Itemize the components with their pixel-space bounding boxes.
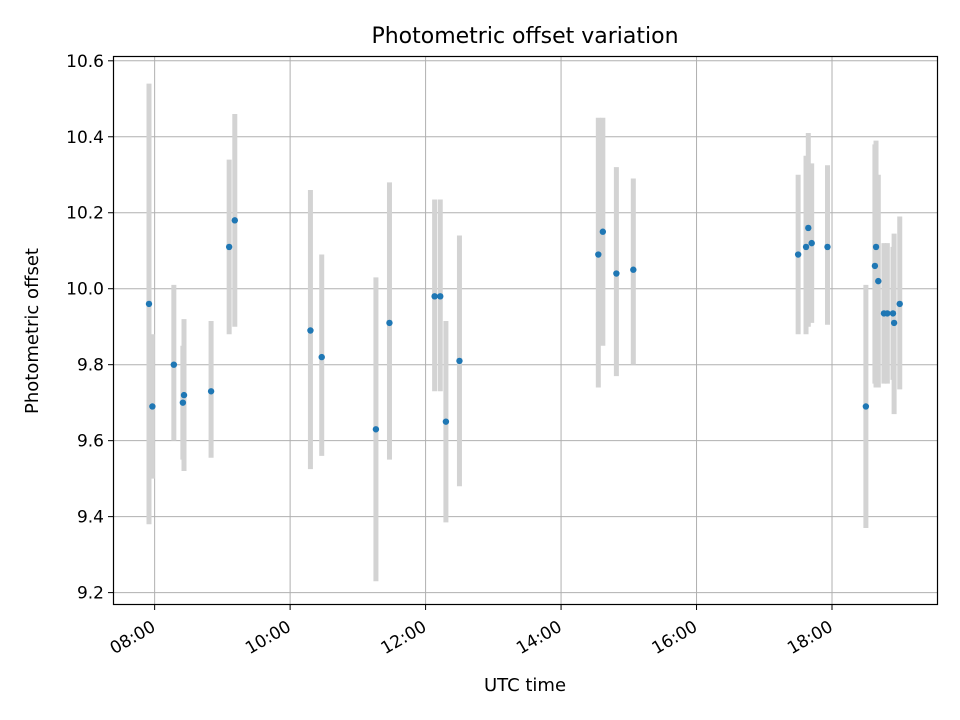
data-points: [145, 217, 903, 433]
data-point: [884, 310, 891, 317]
data-point: [179, 399, 187, 406]
data-point: [896, 300, 903, 308]
data-point: [871, 262, 879, 270]
data-point: [318, 353, 325, 361]
y-tick-label: 9.4: [77, 508, 104, 528]
y-axis-ticks: 9.2 9.4 9.6 9.8 10.0 10.2 10.4 10.6: [66, 52, 114, 604]
data-point: [225, 243, 233, 251]
y-tick-label: 10.4: [66, 128, 104, 148]
data-point: [386, 319, 393, 327]
data-point: [180, 391, 188, 399]
data-point: [875, 277, 882, 285]
data-point: [456, 357, 463, 365]
data-point: [802, 243, 810, 251]
data-point: [862, 403, 870, 410]
y-tick-label: 9.8: [77, 356, 104, 376]
data-point: [437, 293, 444, 300]
data-point: [431, 293, 438, 300]
data-point: [149, 403, 156, 410]
y-tick-label: 9.2: [77, 584, 104, 604]
chart-title: Photometric offset variation: [371, 24, 678, 49]
data-point: [170, 361, 178, 368]
data-point: [824, 243, 831, 251]
x-gridlines: [154, 57, 833, 604]
data-point: [890, 319, 898, 327]
data-point: [613, 270, 620, 277]
data-point: [145, 300, 153, 308]
y-axis-label: Photometric offset: [22, 248, 43, 414]
y-tick-label: 10.6: [66, 52, 104, 72]
data-point: [372, 426, 380, 433]
y-tick-label: 10.2: [66, 204, 104, 224]
plot-frame: [112, 55, 939, 606]
data-point: [595, 251, 602, 258]
y-gridlines: [114, 60, 937, 594]
data-point: [442, 418, 450, 425]
data-point: [808, 239, 815, 247]
y-tick-label: 10.0: [66, 280, 104, 300]
data-point: [889, 310, 897, 317]
data-point: [599, 228, 607, 235]
data-point: [630, 266, 637, 273]
data-point: [207, 388, 215, 395]
y-tick-label: 9.6: [77, 432, 104, 452]
x-axis-label: UTC time: [484, 675, 566, 696]
data-point: [872, 243, 880, 251]
data-point: [794, 251, 802, 258]
data-point: [805, 224, 812, 232]
data-point: [307, 327, 314, 334]
data-point: [231, 217, 238, 224]
